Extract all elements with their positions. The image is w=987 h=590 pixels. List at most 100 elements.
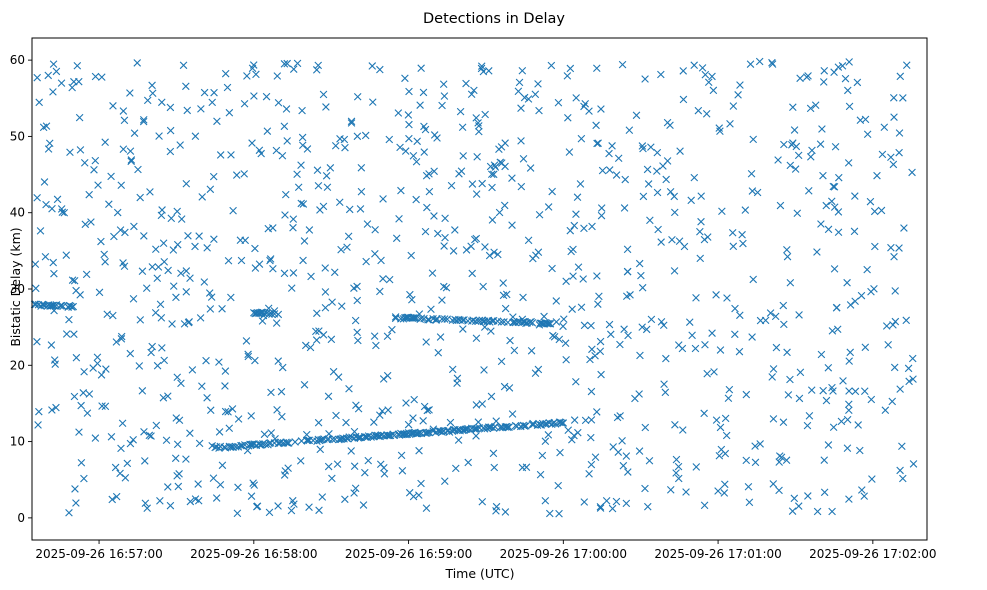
detection-point bbox=[782, 456, 791, 464]
detection-point bbox=[497, 357, 506, 366]
detection-point bbox=[653, 188, 662, 197]
detection-point bbox=[487, 170, 496, 179]
detection-point bbox=[337, 245, 345, 254]
detection-point bbox=[687, 196, 695, 205]
detection-point bbox=[68, 83, 76, 92]
detection-point bbox=[779, 418, 788, 427]
detection-point bbox=[121, 474, 130, 482]
detection-point bbox=[48, 204, 56, 213]
detection-point bbox=[314, 181, 323, 190]
detection-point bbox=[347, 119, 356, 127]
detection-point bbox=[462, 246, 471, 254]
detection-point bbox=[319, 331, 328, 339]
detection-point bbox=[379, 375, 388, 383]
detection-point bbox=[318, 493, 327, 501]
detection-point bbox=[889, 160, 898, 169]
detection-point bbox=[722, 431, 731, 440]
detection-point bbox=[619, 461, 628, 470]
detection-point bbox=[587, 433, 595, 442]
detection-point bbox=[266, 439, 275, 447]
detection-point bbox=[747, 169, 756, 178]
detection-point bbox=[47, 341, 56, 349]
detection-point bbox=[353, 132, 362, 141]
detection-point bbox=[196, 314, 205, 322]
detection-point bbox=[234, 483, 242, 492]
detection-point bbox=[75, 428, 83, 436]
detection-point bbox=[881, 406, 890, 415]
detection-point bbox=[887, 243, 895, 252]
detection-point bbox=[488, 216, 497, 224]
detection-point bbox=[345, 205, 354, 214]
detection-point bbox=[274, 502, 282, 510]
detection-point bbox=[473, 424, 481, 433]
detection-point bbox=[410, 395, 418, 404]
detection-point bbox=[833, 303, 841, 312]
detection-point bbox=[715, 451, 724, 460]
detection-point bbox=[33, 337, 41, 346]
detection-point bbox=[518, 66, 527, 75]
detection-point bbox=[508, 174, 516, 182]
detections-series bbox=[30, 57, 918, 518]
detection-point bbox=[805, 412, 814, 420]
detection-point bbox=[155, 132, 163, 140]
detection-point bbox=[485, 251, 494, 260]
detection-point bbox=[209, 474, 218, 482]
detection-point bbox=[272, 319, 281, 327]
detection-point bbox=[845, 406, 853, 415]
detection-point bbox=[394, 109, 403, 117]
detection-point bbox=[596, 503, 605, 511]
detection-point bbox=[457, 167, 466, 175]
detection-point bbox=[562, 355, 570, 364]
detection-point bbox=[385, 275, 394, 284]
detection-point bbox=[205, 289, 214, 297]
detection-point bbox=[514, 87, 523, 96]
detection-point bbox=[195, 439, 204, 448]
detection-point bbox=[202, 356, 210, 365]
detection-point bbox=[157, 314, 166, 322]
detection-point bbox=[642, 325, 651, 334]
detection-point bbox=[130, 129, 139, 137]
detection-point bbox=[357, 163, 366, 172]
detection-point bbox=[60, 208, 69, 217]
detection-point bbox=[813, 507, 822, 516]
detection-point bbox=[158, 206, 166, 214]
detection-point bbox=[282, 105, 291, 113]
detection-point bbox=[319, 202, 328, 211]
detection-point bbox=[708, 329, 716, 337]
detection-point bbox=[748, 187, 757, 195]
detection-point bbox=[280, 60, 289, 68]
detection-point bbox=[273, 72, 282, 80]
detection-point bbox=[478, 497, 487, 506]
detection-point bbox=[462, 79, 470, 88]
detection-point bbox=[141, 457, 149, 465]
detection-point bbox=[289, 215, 298, 223]
detection-point bbox=[109, 102, 117, 110]
detection-point bbox=[566, 226, 575, 235]
detection-point bbox=[846, 348, 855, 357]
detection-point bbox=[293, 59, 302, 68]
detection-point bbox=[108, 495, 117, 504]
detection-point bbox=[622, 452, 631, 460]
detection-point bbox=[317, 436, 325, 444]
detection-point bbox=[602, 497, 611, 505]
detection-point bbox=[824, 363, 833, 372]
detection-point bbox=[672, 455, 681, 464]
detection-point bbox=[829, 423, 838, 432]
detection-point bbox=[577, 134, 586, 143]
detection-point bbox=[580, 224, 588, 233]
detection-point bbox=[343, 243, 351, 252]
detection-point bbox=[299, 256, 307, 265]
detection-point bbox=[843, 278, 851, 287]
detection-point bbox=[790, 494, 799, 503]
detection-point bbox=[850, 227, 859, 236]
detection-point bbox=[527, 347, 536, 355]
detection-point bbox=[478, 179, 486, 188]
detection-point bbox=[312, 327, 320, 336]
detection-point bbox=[700, 501, 709, 510]
detection-point bbox=[638, 283, 647, 292]
detection-point bbox=[376, 411, 384, 419]
detection-point bbox=[522, 422, 530, 430]
detection-point bbox=[716, 127, 724, 135]
y-tick-label-0: 0 bbox=[17, 511, 25, 525]
detection-point bbox=[176, 141, 184, 149]
